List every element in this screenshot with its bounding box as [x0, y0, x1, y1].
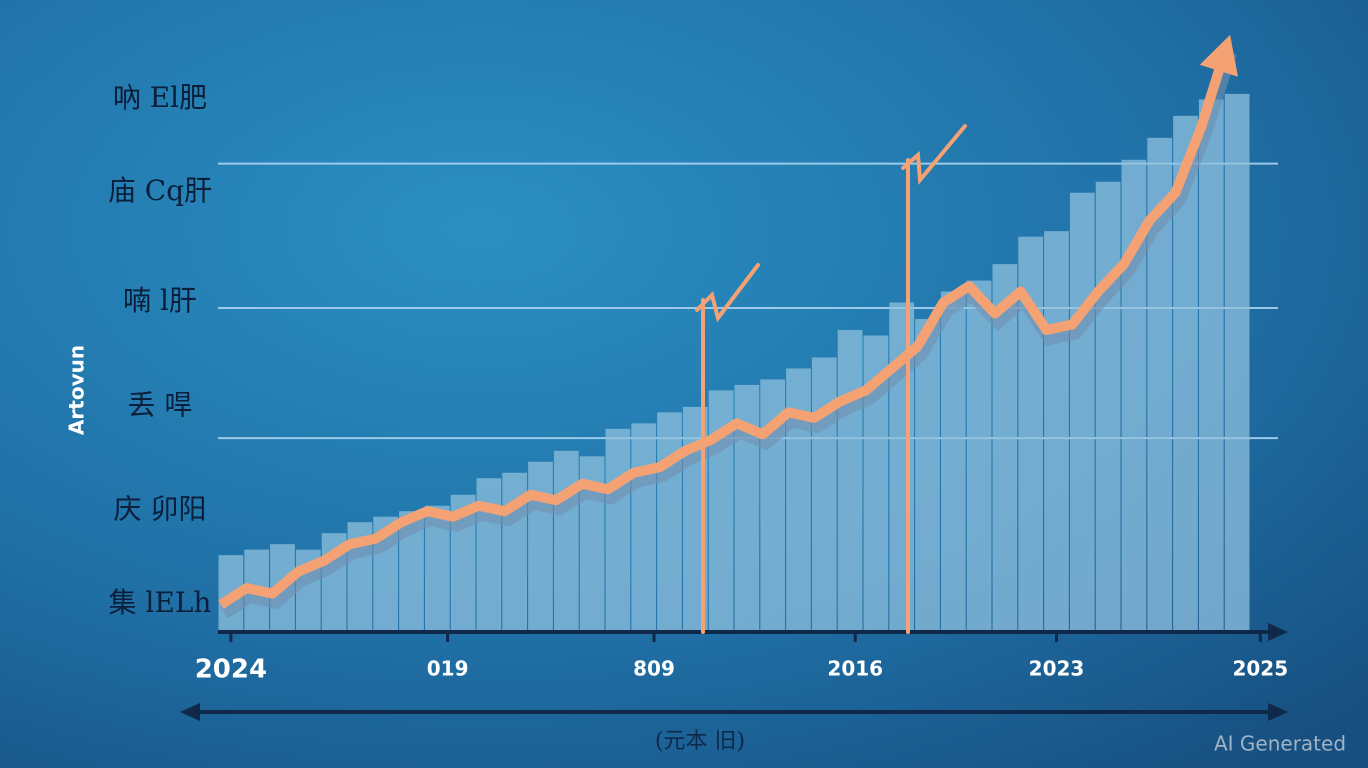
bar	[528, 461, 553, 632]
y-axis-label: Artovun	[65, 345, 89, 435]
bar	[1044, 231, 1069, 632]
bar	[553, 450, 579, 632]
bar	[940, 291, 966, 632]
marker-arrow	[901, 124, 967, 186]
x-tick-label: 809	[633, 657, 675, 681]
bar	[1198, 99, 1224, 632]
line-arrowhead	[1199, 34, 1238, 77]
line-shadow	[220, 50, 1237, 619]
x-tick-label: 2024	[195, 655, 267, 685]
x-axis-label: (元本 旧)	[655, 729, 745, 754]
range-arrow-head	[1268, 703, 1288, 721]
x-tick-label: 2016	[827, 657, 883, 681]
marker-arrow	[695, 263, 760, 323]
range-arrow-head	[180, 703, 200, 721]
bar	[631, 423, 657, 632]
bar	[915, 319, 940, 632]
y-tick-label: 庆 卯阳	[114, 493, 207, 526]
y-tick-label: 喃 l肝	[123, 284, 197, 317]
y-tick-label: 庙 Cq肝	[108, 174, 212, 207]
x-tick-label: 2025	[1232, 657, 1288, 681]
bar	[1095, 181, 1121, 632]
y-tick-label: 吶 El肥	[113, 81, 207, 114]
y-tick-label: 集 lELh	[109, 586, 212, 619]
bar	[1224, 93, 1250, 632]
line	[218, 42, 1232, 609]
watermark: AI Generated	[1214, 732, 1346, 756]
x-axis-arrow	[1268, 623, 1288, 641]
annotation-markers	[695, 124, 967, 634]
bar	[966, 280, 992, 632]
y-tick-label: 丢 哻	[128, 388, 193, 421]
bar	[657, 412, 682, 632]
bar	[811, 357, 837, 632]
bar	[605, 428, 631, 632]
bar	[837, 330, 863, 632]
bar	[1069, 192, 1095, 632]
x-tick-label: 019	[427, 657, 469, 681]
x-tick-label: 2023	[1029, 657, 1085, 681]
